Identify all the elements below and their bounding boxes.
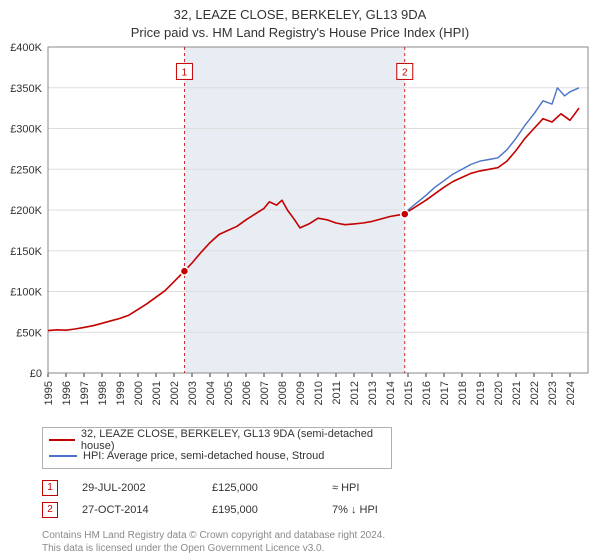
title-address: 32, LEAZE CLOSE, BERKELEY, GL13 9DA — [0, 6, 600, 24]
svg-text:2022: 2022 — [529, 381, 541, 405]
svg-text:2023: 2023 — [547, 381, 559, 405]
svg-text:£150K: £150K — [10, 246, 42, 258]
footer-licence: This data is licensed under the Open Gov… — [42, 542, 600, 555]
sale-delta: 7% ↓ HPI — [332, 504, 452, 516]
svg-text:1996: 1996 — [61, 381, 73, 405]
svg-text:2010: 2010 — [313, 381, 325, 405]
chart-container: 32, LEAZE CLOSE, BERKELEY, GL13 9DA Pric… — [0, 0, 600, 555]
svg-text:2019: 2019 — [475, 381, 487, 405]
chart: £0 £50K £100K £150K £200K £250K £300K £350K £400… — [0, 41, 600, 421]
titles: 32, LEAZE CLOSE, BERKELEY, GL13 9DA Pric… — [0, 0, 600, 41]
svg-text:2002: 2002 — [169, 381, 181, 405]
svg-text:£250K: £250K — [10, 164, 42, 176]
svg-text:1998: 1998 — [97, 381, 109, 405]
sale-row: 1 29-JUL-2002 £125,000 ≈ HPI — [42, 477, 600, 499]
svg-text:£200K: £200K — [10, 205, 42, 217]
svg-text:£300K: £300K — [10, 124, 42, 136]
sale-price: £195,000 — [212, 504, 332, 516]
svg-text:2017: 2017 — [439, 381, 451, 405]
svg-text:2009: 2009 — [295, 381, 307, 405]
footer: Contains HM Land Registry data © Crown c… — [42, 529, 600, 555]
svg-text:2013: 2013 — [367, 381, 379, 405]
svg-text:1: 1 — [182, 68, 188, 79]
footer-copyright: Contains HM Land Registry data © Crown c… — [42, 529, 600, 542]
svg-text:£100K: £100K — [10, 287, 42, 299]
svg-text:2012: 2012 — [349, 381, 361, 405]
svg-text:1995: 1995 — [43, 381, 55, 405]
sale-delta: ≈ HPI — [332, 482, 452, 494]
svg-text:1999: 1999 — [115, 381, 127, 405]
svg-text:£400K: £400K — [10, 42, 42, 54]
legend-label: 32, LEAZE CLOSE, BERKELEY, GL13 9DA (sem… — [81, 428, 385, 452]
sale-date: 27-OCT-2014 — [82, 504, 212, 516]
svg-text:£350K: £350K — [10, 83, 42, 95]
svg-text:2018: 2018 — [457, 381, 469, 405]
sales-table: 1 29-JUL-2002 £125,000 ≈ HPI 2 27-OCT-20… — [42, 477, 600, 521]
svg-text:2008: 2008 — [277, 381, 289, 405]
legend-item: 32, LEAZE CLOSE, BERKELEY, GL13 9DA (sem… — [49, 432, 385, 448]
svg-text:2014: 2014 — [385, 381, 397, 405]
svg-text:2011: 2011 — [331, 381, 343, 405]
legend-swatch — [49, 439, 75, 441]
svg-text:2005: 2005 — [223, 381, 235, 405]
svg-text:2003: 2003 — [187, 381, 199, 405]
sale-row: 2 27-OCT-2014 £195,000 7% ↓ HPI — [42, 499, 600, 521]
legend-swatch — [49, 455, 77, 457]
svg-text:2: 2 — [402, 68, 408, 79]
svg-text:2007: 2007 — [259, 381, 271, 405]
svg-text:1997: 1997 — [79, 381, 91, 405]
sale-date: 29-JUL-2002 — [82, 482, 212, 494]
svg-text:2004: 2004 — [205, 381, 217, 405]
svg-text:2001: 2001 — [151, 381, 163, 405]
svg-text:£0: £0 — [30, 368, 42, 380]
svg-text:2016: 2016 — [421, 381, 433, 405]
legend-label: HPI: Average price, semi-detached house,… — [83, 450, 324, 462]
sale-marker-icon: 2 — [42, 502, 58, 518]
svg-text:2015: 2015 — [403, 381, 415, 405]
svg-text:2000: 2000 — [133, 381, 145, 405]
svg-text:2020: 2020 — [493, 381, 505, 405]
sale-marker-icon: 1 — [42, 480, 58, 496]
legend: 32, LEAZE CLOSE, BERKELEY, GL13 9DA (sem… — [42, 427, 392, 469]
svg-text:2024: 2024 — [565, 381, 577, 405]
sale-price: £125,000 — [212, 482, 332, 494]
title-subtitle: Price paid vs. HM Land Registry's House … — [0, 24, 600, 42]
svg-text:£50K: £50K — [16, 327, 42, 339]
chart-svg: £0 £50K £100K £150K £200K £250K £300K £350K £400… — [0, 41, 600, 421]
svg-text:2021: 2021 — [511, 381, 523, 405]
svg-text:2006: 2006 — [241, 381, 253, 405]
